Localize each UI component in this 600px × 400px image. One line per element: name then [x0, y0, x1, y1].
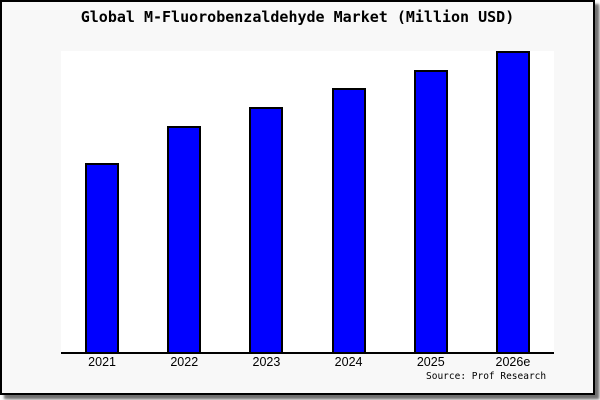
x-tick-label-2022: 2022: [170, 355, 199, 369]
x-axis-labels: 2021 2022 2023 2024 2025 2026e: [61, 355, 554, 371]
bar-2021: [85, 163, 120, 352]
plot-area: [61, 51, 554, 354]
bar-2026e: [495, 51, 530, 352]
bar-2024: [331, 88, 366, 352]
source-note: Source: Prof Research: [426, 371, 547, 382]
x-tick-label-2026e: 2026e: [495, 355, 531, 369]
x-tick-label-2023: 2023: [252, 355, 281, 369]
chart-title: Global M-Fluorobenzaldehyde Market (Mill…: [80, 8, 515, 26]
x-tick-label-2025: 2025: [416, 355, 445, 369]
bar-2023: [249, 107, 284, 352]
x-tick-label-2024: 2024: [334, 355, 363, 369]
bar-2022: [167, 126, 202, 352]
chart-frame: Global M-Fluorobenzaldehyde Market (Mill…: [0, 0, 595, 395]
bar-2025: [413, 70, 448, 352]
x-tick-label-2021: 2021: [88, 355, 116, 369]
